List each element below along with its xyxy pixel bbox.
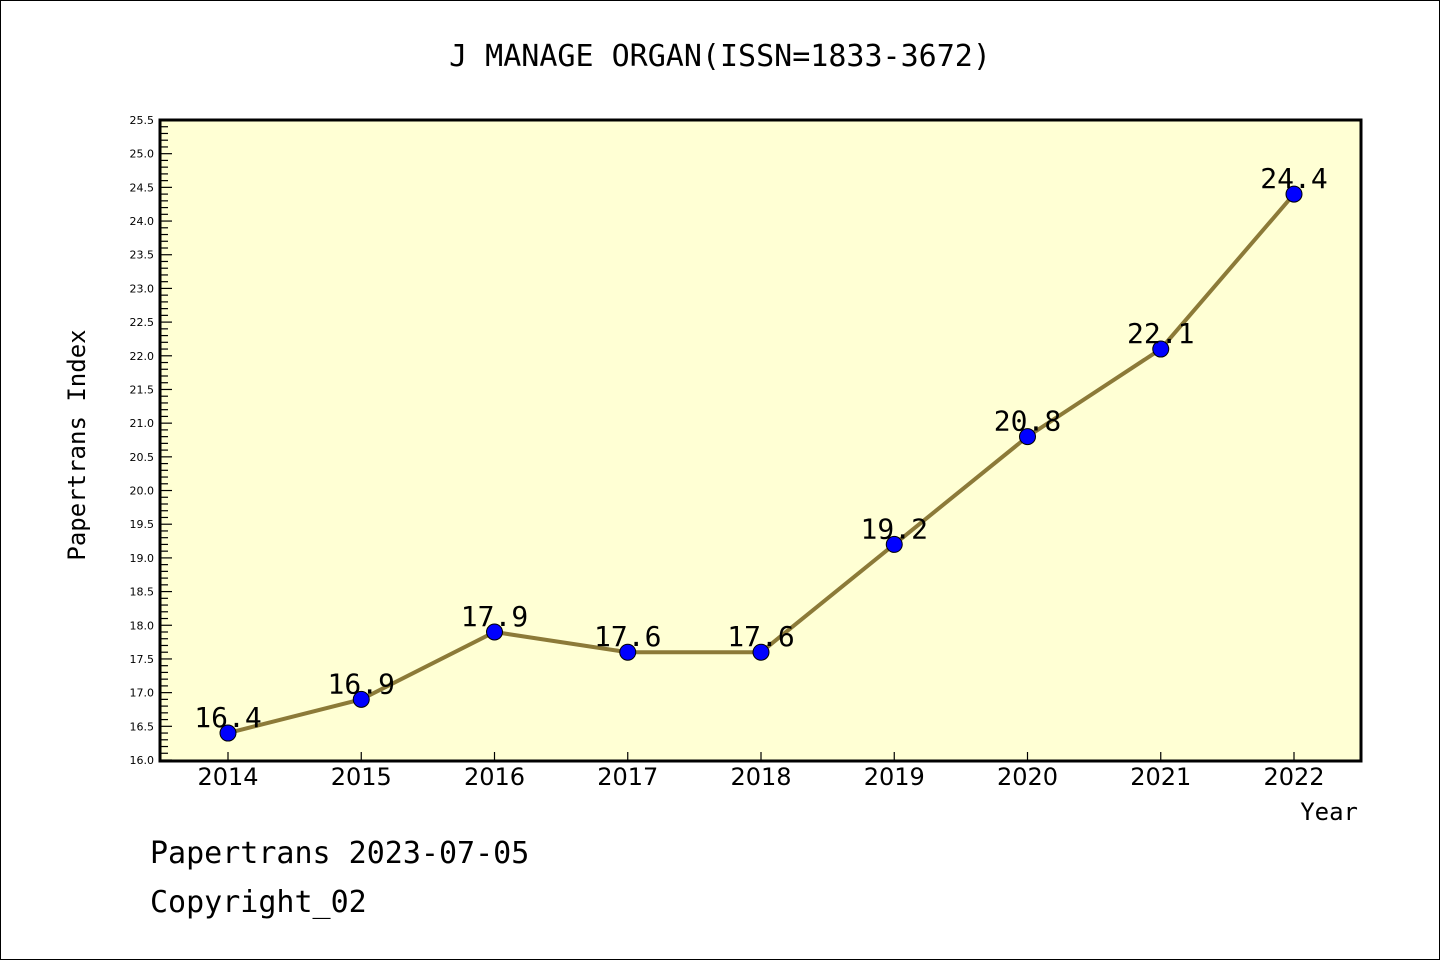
data-label: 17.9 (461, 600, 528, 633)
data-label: 22.1 (1127, 317, 1194, 350)
y-tick-label: 20.0 (130, 485, 155, 498)
y-axis-label: Papertrans Index (63, 329, 91, 560)
y-tick-label: 24.5 (130, 181, 155, 194)
data-point (219, 724, 237, 742)
data-point (1152, 340, 1170, 358)
data-point (752, 643, 770, 661)
plot-area (158, 118, 1363, 763)
data-point (619, 643, 637, 661)
y-tick-label: 19.5 (130, 518, 155, 531)
y-tick-label: 22.0 (130, 350, 155, 363)
y-tick-label: 23.5 (130, 249, 155, 262)
y-tick-label: 21.5 (130, 383, 155, 396)
chart-title: J MANAGE ORGAN(ISSN=1833-3672) (449, 39, 991, 74)
data-label: 19.2 (861, 512, 928, 545)
y-tick-label: 25.0 (130, 148, 155, 161)
y-tick-label: 16.0 (130, 754, 155, 767)
x-tick-label: 2018 (730, 763, 791, 791)
x-tick-label: 2021 (1130, 763, 1191, 791)
data-label: 24.4 (1260, 162, 1327, 195)
data-label: 17.6 (727, 620, 794, 653)
y-tick-label: 17.5 (130, 653, 155, 666)
y-tick-label: 16.5 (130, 720, 155, 733)
data-label: 17.6 (594, 620, 661, 653)
data-label: 16.4 (194, 701, 261, 734)
y-tick-label: 19.0 (130, 552, 155, 565)
y-tick-label: 17.0 (130, 687, 155, 700)
data-point (486, 623, 503, 641)
x-tick-label: 2016 (464, 763, 525, 791)
y-tick-label: 21.0 (130, 417, 155, 430)
data-label: 20.8 (994, 405, 1061, 438)
y-tick-label: 18.5 (130, 586, 155, 599)
footer-copyright: Copyright_02 (150, 885, 367, 920)
y-tick-label: 23.0 (130, 282, 155, 295)
y-tick-label: 20.5 (130, 451, 155, 464)
data-point (885, 535, 903, 553)
y-tick-label: 24.0 (130, 215, 155, 228)
x-tick-label: 2017 (597, 763, 658, 791)
footer-date: Papertrans 2023-07-05 (150, 836, 530, 871)
data-point (352, 690, 370, 708)
y-tick-label: 25.5 (130, 114, 155, 127)
x-tick-label: 2019 (864, 763, 925, 791)
x-axis-label: Year (1300, 798, 1358, 826)
x-tick-label: 2022 (1263, 763, 1324, 791)
data-label: 16.9 (328, 667, 395, 700)
x-tick-label: 2015 (331, 763, 392, 791)
x-tick-label: 2014 (197, 763, 258, 791)
x-tick-label: 2020 (997, 763, 1058, 791)
y-tick-label: 22.5 (130, 316, 155, 329)
data-point (1019, 428, 1036, 446)
data-point (1285, 185, 1303, 203)
y-tick-label: 18.0 (130, 619, 155, 632)
